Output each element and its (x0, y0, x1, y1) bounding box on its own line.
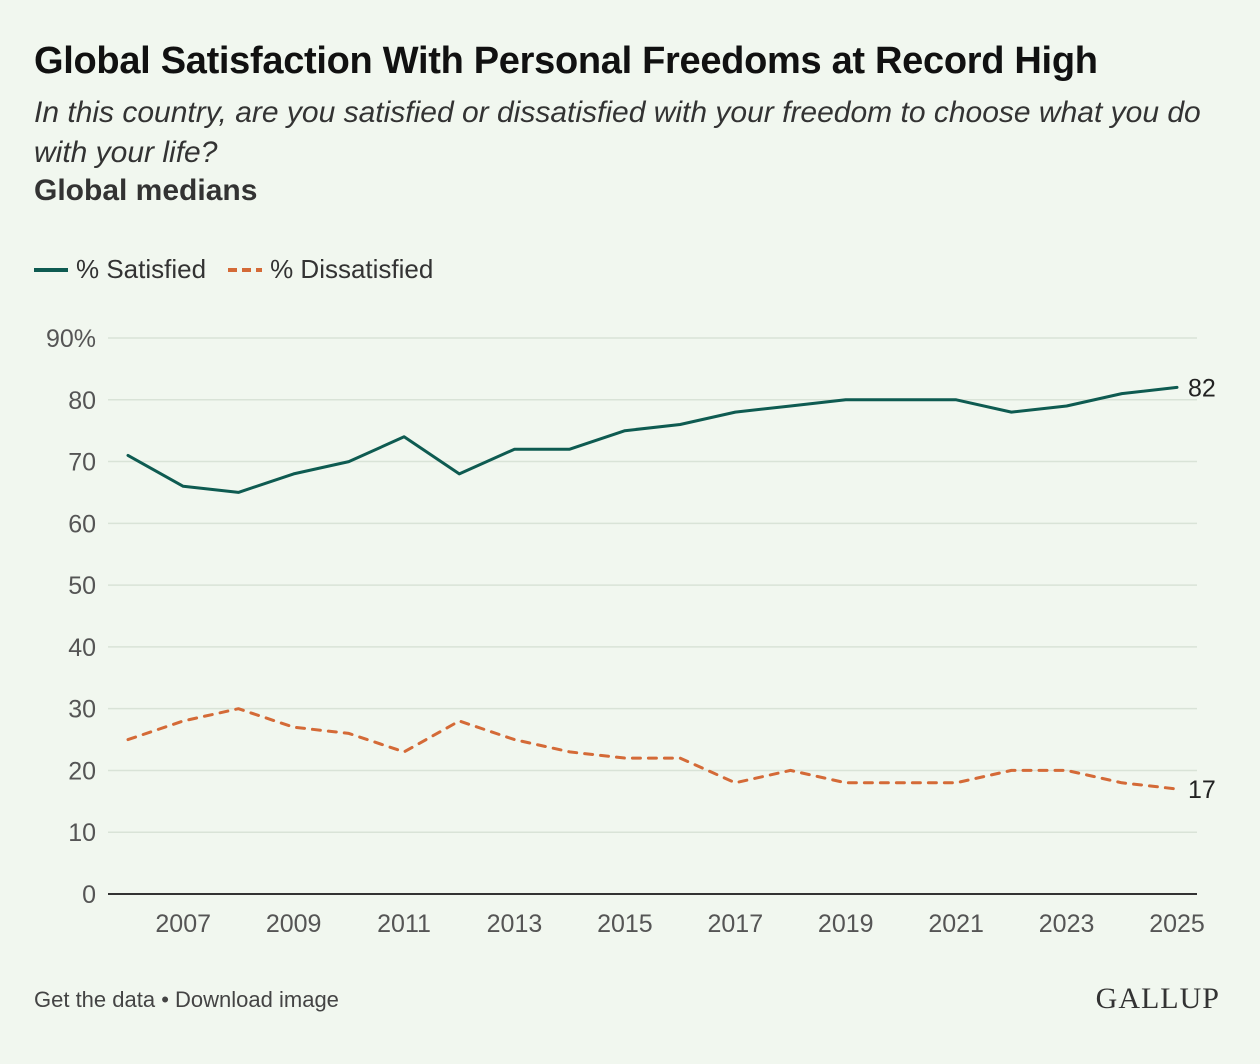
legend-item-satisfied: % Satisfied (34, 254, 206, 285)
x-tick-label: 2021 (928, 910, 984, 938)
y-tick-label: 70 (68, 449, 96, 477)
x-tick-label: 2023 (1039, 910, 1095, 938)
legend-item-dissatisfied: % Dissatisfied (228, 254, 433, 285)
x-tick-label: 2015 (597, 910, 653, 938)
legend-label-dissatisfied: % Dissatisfied (270, 254, 434, 284)
footer-links: Get the data • Download image (34, 987, 339, 1013)
y-tick-label: 30 (68, 696, 96, 724)
chart-title: Global Satisfaction With Personal Freedo… (34, 40, 1098, 82)
footer-separator: • (161, 987, 169, 1012)
x-tick-label: 2011 (377, 910, 431, 938)
x-tick-label: 2013 (487, 910, 543, 938)
y-tick-label: 80 (68, 387, 96, 415)
download-image-link[interactable]: Download image (175, 987, 339, 1012)
end-label-satisfied: 82 (1188, 374, 1216, 402)
chart-subhead: Global medians (34, 174, 258, 207)
series-line-satisfied (126, 385, 1179, 494)
x-tick-label: 2017 (708, 910, 764, 938)
chart-subtitle: In this country, are you satisfied or di… (34, 96, 1201, 169)
y-tick-label: 10 (68, 819, 96, 847)
y-tick-label: 40 (68, 634, 96, 662)
series-line-dissatisfied (126, 707, 1179, 791)
legend-label-satisfied: % Satisfied (76, 254, 207, 284)
y-tick-label: 0 (82, 881, 96, 909)
y-tick-label: 90% (46, 325, 96, 353)
x-tick-label: 2009 (266, 910, 322, 938)
x-tick-label: 2025 (1149, 910, 1205, 938)
end-label-dissatisfied: 17 (1188, 776, 1216, 804)
legend-swatch-dissatisfied (228, 267, 263, 272)
x-tick-label: 2007 (155, 910, 211, 938)
y-tick-label: 60 (68, 510, 96, 538)
y-tick-label: 50 (68, 572, 96, 600)
x-tick-label: 2019 (818, 910, 874, 938)
gallup-logo: GALLUP (1095, 982, 1220, 1015)
chart-legend: % Satisfied % Dissatisfied (34, 254, 433, 285)
get-data-link[interactable]: Get the data (34, 987, 156, 1012)
y-tick-label: 20 (68, 757, 96, 785)
legend-swatch-satisfied (34, 267, 68, 272)
